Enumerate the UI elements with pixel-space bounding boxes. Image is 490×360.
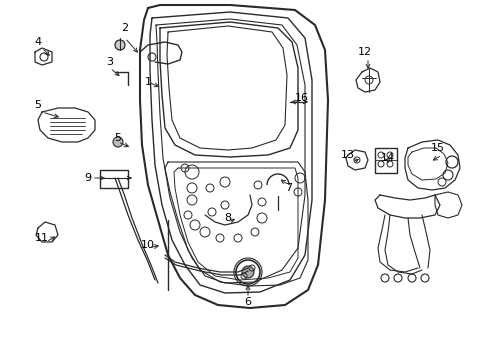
Text: 9: 9: [84, 173, 92, 183]
Circle shape: [115, 40, 125, 50]
Text: 10: 10: [141, 240, 155, 250]
Text: 11: 11: [35, 233, 49, 243]
Text: 12: 12: [358, 47, 372, 57]
Text: 16: 16: [295, 93, 309, 103]
Text: 13: 13: [341, 150, 355, 160]
Bar: [100, 170, 128, 188]
Text: 1: 1: [145, 77, 151, 87]
Text: 3: 3: [106, 57, 114, 67]
Text: 4: 4: [34, 37, 42, 47]
Text: 7: 7: [286, 183, 293, 193]
Text: 5: 5: [34, 100, 42, 110]
Text: 5: 5: [115, 133, 122, 143]
Bar: [375, 148, 397, 173]
Text: 14: 14: [381, 153, 395, 163]
Text: 6: 6: [245, 297, 251, 307]
Text: 15: 15: [431, 143, 445, 153]
Circle shape: [242, 266, 254, 278]
Circle shape: [113, 137, 123, 147]
Text: 8: 8: [224, 213, 232, 223]
Text: 2: 2: [122, 23, 128, 33]
